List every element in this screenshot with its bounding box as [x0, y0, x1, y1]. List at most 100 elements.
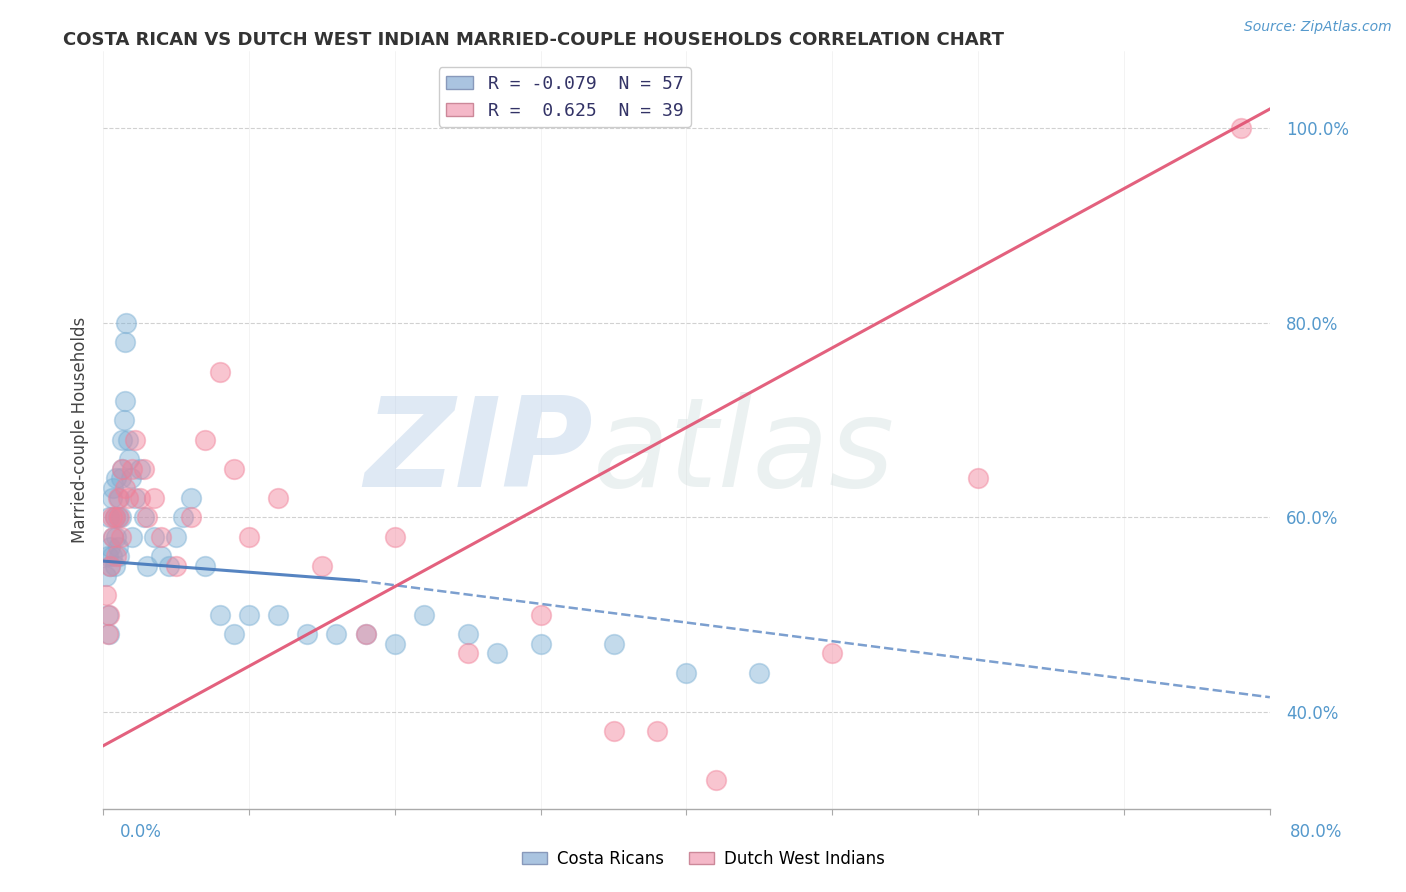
Point	[325, 627, 347, 641]
Point	[101, 549, 124, 564]
Point	[150, 549, 173, 564]
Point	[143, 491, 166, 505]
Point	[128, 461, 150, 475]
Point	[121, 461, 143, 475]
Point	[108, 510, 131, 524]
Point	[111, 461, 134, 475]
Point	[194, 558, 217, 573]
Point	[530, 607, 553, 622]
Point	[115, 316, 138, 330]
Point	[121, 530, 143, 544]
Point	[114, 393, 136, 408]
Point	[267, 491, 290, 505]
Point	[101, 491, 124, 505]
Point	[1229, 121, 1251, 136]
Point	[114, 481, 136, 495]
Text: ZIP: ZIP	[364, 392, 593, 513]
Text: 0.0%: 0.0%	[120, 822, 162, 840]
Point	[117, 433, 139, 447]
Point	[602, 637, 624, 651]
Point	[94, 588, 117, 602]
Point	[96, 607, 118, 622]
Point	[110, 530, 132, 544]
Point	[104, 510, 127, 524]
Point	[208, 607, 231, 622]
Point	[128, 491, 150, 505]
Point	[120, 471, 142, 485]
Point	[100, 558, 122, 573]
Point	[157, 558, 180, 573]
Point	[111, 433, 134, 447]
Point	[135, 558, 157, 573]
Point	[108, 491, 131, 505]
Point	[105, 471, 128, 485]
Point	[103, 530, 125, 544]
Point	[821, 647, 844, 661]
Point	[224, 627, 246, 641]
Point	[143, 530, 166, 544]
Point	[704, 772, 727, 787]
Point	[413, 607, 436, 622]
Point	[97, 510, 120, 524]
Text: Source: ZipAtlas.com: Source: ZipAtlas.com	[1244, 20, 1392, 34]
Point	[107, 540, 129, 554]
Point	[110, 471, 132, 485]
Point	[103, 530, 125, 544]
Point	[602, 724, 624, 739]
Point	[354, 627, 377, 641]
Point	[165, 558, 187, 573]
Point	[238, 607, 260, 622]
Point	[97, 607, 120, 622]
Point	[100, 540, 122, 554]
Point	[101, 510, 124, 524]
Point	[104, 510, 127, 524]
Point	[110, 510, 132, 524]
Point	[132, 510, 155, 524]
Point	[107, 510, 129, 524]
Point	[104, 558, 127, 573]
Text: atlas: atlas	[593, 392, 896, 513]
Point	[457, 627, 479, 641]
Y-axis label: Married-couple Households: Married-couple Households	[72, 317, 89, 543]
Point	[96, 627, 118, 641]
Point	[384, 637, 406, 651]
Point	[297, 627, 319, 641]
Point	[238, 530, 260, 544]
Point	[647, 724, 669, 739]
Point	[354, 627, 377, 641]
Point	[94, 568, 117, 582]
Point	[100, 558, 122, 573]
Point	[165, 530, 187, 544]
Point	[124, 491, 146, 505]
Point	[180, 491, 202, 505]
Point	[117, 491, 139, 505]
Point	[124, 433, 146, 447]
Point	[530, 637, 553, 651]
Point	[224, 461, 246, 475]
Point	[675, 665, 697, 680]
Point	[108, 549, 131, 564]
Point	[457, 647, 479, 661]
Point	[105, 549, 128, 564]
Point	[748, 665, 770, 680]
Legend: Costa Ricans, Dutch West Indians: Costa Ricans, Dutch West Indians	[515, 844, 891, 875]
Point	[107, 491, 129, 505]
Point	[384, 530, 406, 544]
Point	[105, 530, 128, 544]
Text: COSTA RICAN VS DUTCH WEST INDIAN MARRIED-COUPLE HOUSEHOLDS CORRELATION CHART: COSTA RICAN VS DUTCH WEST INDIAN MARRIED…	[63, 31, 1004, 49]
Legend: R = -0.079  N = 57, R =  0.625  N = 39: R = -0.079 N = 57, R = 0.625 N = 39	[439, 67, 690, 127]
Point	[150, 530, 173, 544]
Point	[132, 461, 155, 475]
Point	[97, 627, 120, 641]
Point	[103, 481, 125, 495]
Point	[180, 510, 202, 524]
Point	[267, 607, 290, 622]
Point	[114, 335, 136, 350]
Point	[485, 647, 508, 661]
Text: 80.0%: 80.0%	[1291, 822, 1343, 840]
Point	[194, 433, 217, 447]
Point	[172, 510, 194, 524]
Point	[967, 471, 990, 485]
Point	[111, 461, 134, 475]
Point	[135, 510, 157, 524]
